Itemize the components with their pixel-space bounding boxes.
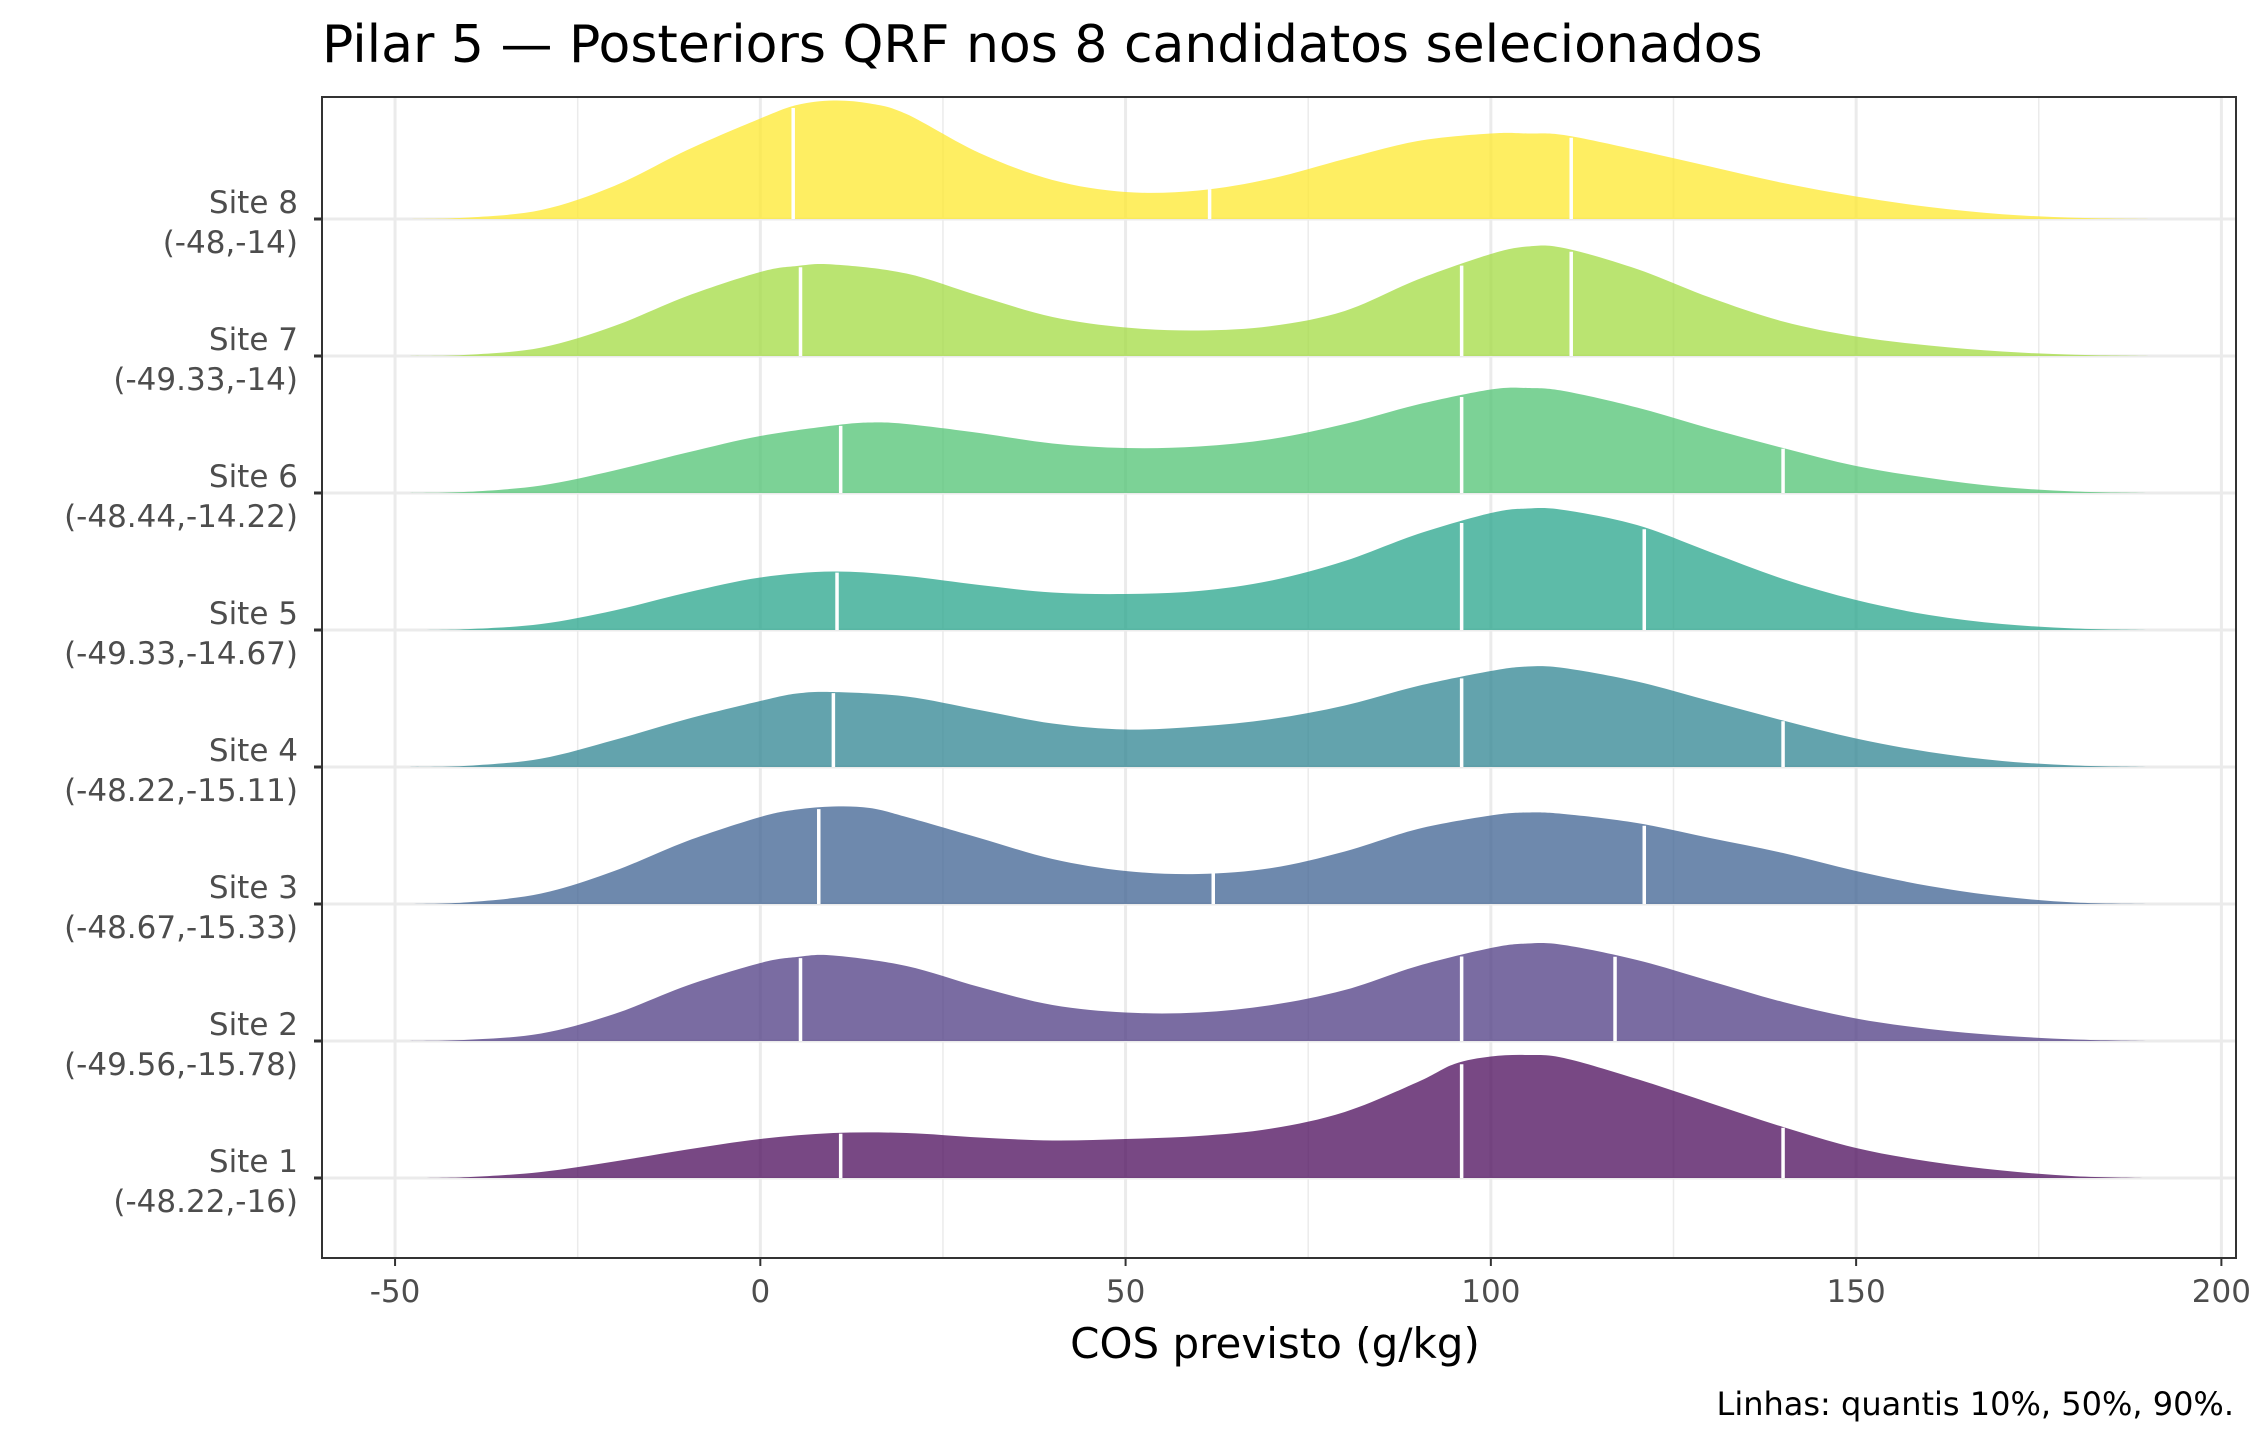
ridge-area <box>409 806 2149 904</box>
ridge-2 <box>409 943 2149 1041</box>
y-axis: Site 1 (-48.22,-16) Site 2 (-49.56,-15.78) S… <box>64 185 322 1220</box>
ridge-area <box>409 666 2149 767</box>
x-tick-label: 100 <box>1461 1274 1520 1310</box>
y-label-coords: (-48.67,-15.33) <box>64 910 298 946</box>
ridge-1 <box>409 1054 2149 1178</box>
y-label-coords: (-48.22,-16) <box>113 1184 298 1220</box>
y-label-site: Site 2 <box>209 1007 298 1043</box>
chart-title: Pilar 5 — Posteriors QRF nos 8 candidato… <box>322 15 1763 75</box>
y-label-site: Site 1 <box>209 1144 298 1180</box>
ridge-5 <box>409 508 2149 630</box>
ridge-area <box>409 1054 2149 1178</box>
y-label-site: Site 8 <box>209 185 298 221</box>
ridge-6 <box>409 387 2149 493</box>
chart-caption: Linhas: quantis 10%, 50%, 90%. <box>1716 1385 2234 1423</box>
y-label-coords: (-49.33,-14.67) <box>64 636 298 672</box>
x-tick-label: 0 <box>750 1274 770 1310</box>
ridge-area <box>409 100 2149 219</box>
y-label-coords: (-48.44,-14.22) <box>64 499 298 535</box>
ridge-area <box>409 245 2149 356</box>
x-tick-label: 200 <box>2192 1274 2250 1310</box>
x-tick-label: 50 <box>1106 1274 1145 1310</box>
ridge-4 <box>409 666 2149 767</box>
ridge-7 <box>409 245 2149 356</box>
y-label-coords: (-48.22,-15.11) <box>64 773 298 809</box>
ridge-area <box>409 508 2149 630</box>
y-label-coords: (-49.33,-14) <box>113 362 298 398</box>
panel-border <box>321 96 2237 1259</box>
ridge-3 <box>409 806 2149 904</box>
x-tick-label: 150 <box>1827 1274 1886 1310</box>
ridge-area <box>409 943 2149 1041</box>
ridge-8 <box>409 100 2149 219</box>
y-label-site: Site 7 <box>209 322 298 358</box>
x-axis: -50 0 50 100 150 200 <box>370 1258 2250 1310</box>
y-label-site: Site 3 <box>209 870 298 906</box>
x-axis-label: COS previsto (g/kg) <box>1070 1319 1480 1368</box>
ridge-area <box>409 387 2149 493</box>
y-label-site: Site 4 <box>209 733 298 769</box>
y-label-coords: (-49.56,-15.78) <box>64 1047 298 1083</box>
y-label-coords: (-48,-14) <box>163 225 298 261</box>
grid <box>322 97 2236 1258</box>
y-label-site: Site 5 <box>209 596 298 632</box>
ridges <box>409 100 2149 1178</box>
y-label-site: Site 6 <box>209 459 298 495</box>
x-tick-label: -50 <box>370 1274 421 1310</box>
